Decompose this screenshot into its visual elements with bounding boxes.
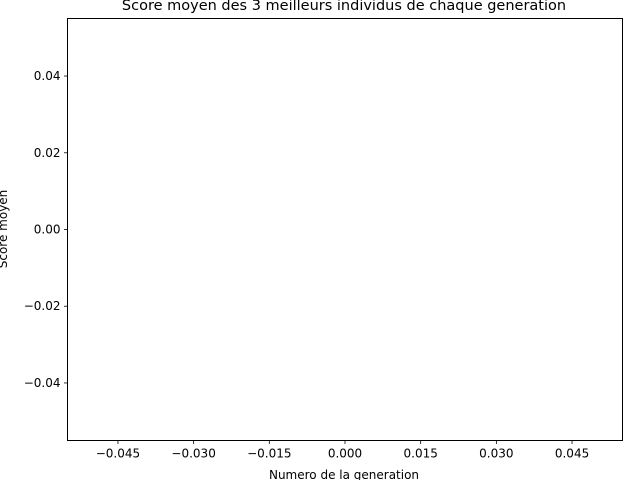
- y-axis-ticks: 0.04 0.02 0.00 −0.02 −0.04: [24, 69, 68, 390]
- x-tick-label: 0.015: [404, 447, 438, 461]
- x-axis-label: Numero de la generation: [269, 468, 419, 480]
- y-tick-label: 0.04: [34, 69, 61, 83]
- y-tick-label: −0.02: [24, 299, 61, 313]
- plot-area: [67, 18, 623, 441]
- y-tick-label: 0.02: [34, 146, 61, 160]
- x-tick-label: 0.000: [328, 447, 362, 461]
- x-tick-label: −0.030: [171, 447, 215, 461]
- y-axis-label: Score moyen: [0, 190, 10, 269]
- y-tick-label: 0.00: [34, 223, 61, 237]
- x-tick-label: −0.015: [247, 447, 291, 461]
- chart-title: Score moyen des 3 meilleurs individus de…: [122, 0, 566, 14]
- x-tick-label: 0.045: [555, 447, 589, 461]
- x-axis-ticks: −0.045 −0.030 −0.015 0.000 0.015 0.030 0.045: [96, 440, 589, 461]
- x-tick-label: 0.030: [479, 447, 513, 461]
- y-tick-label: −0.04: [24, 376, 61, 390]
- x-tick-label: −0.045: [96, 447, 140, 461]
